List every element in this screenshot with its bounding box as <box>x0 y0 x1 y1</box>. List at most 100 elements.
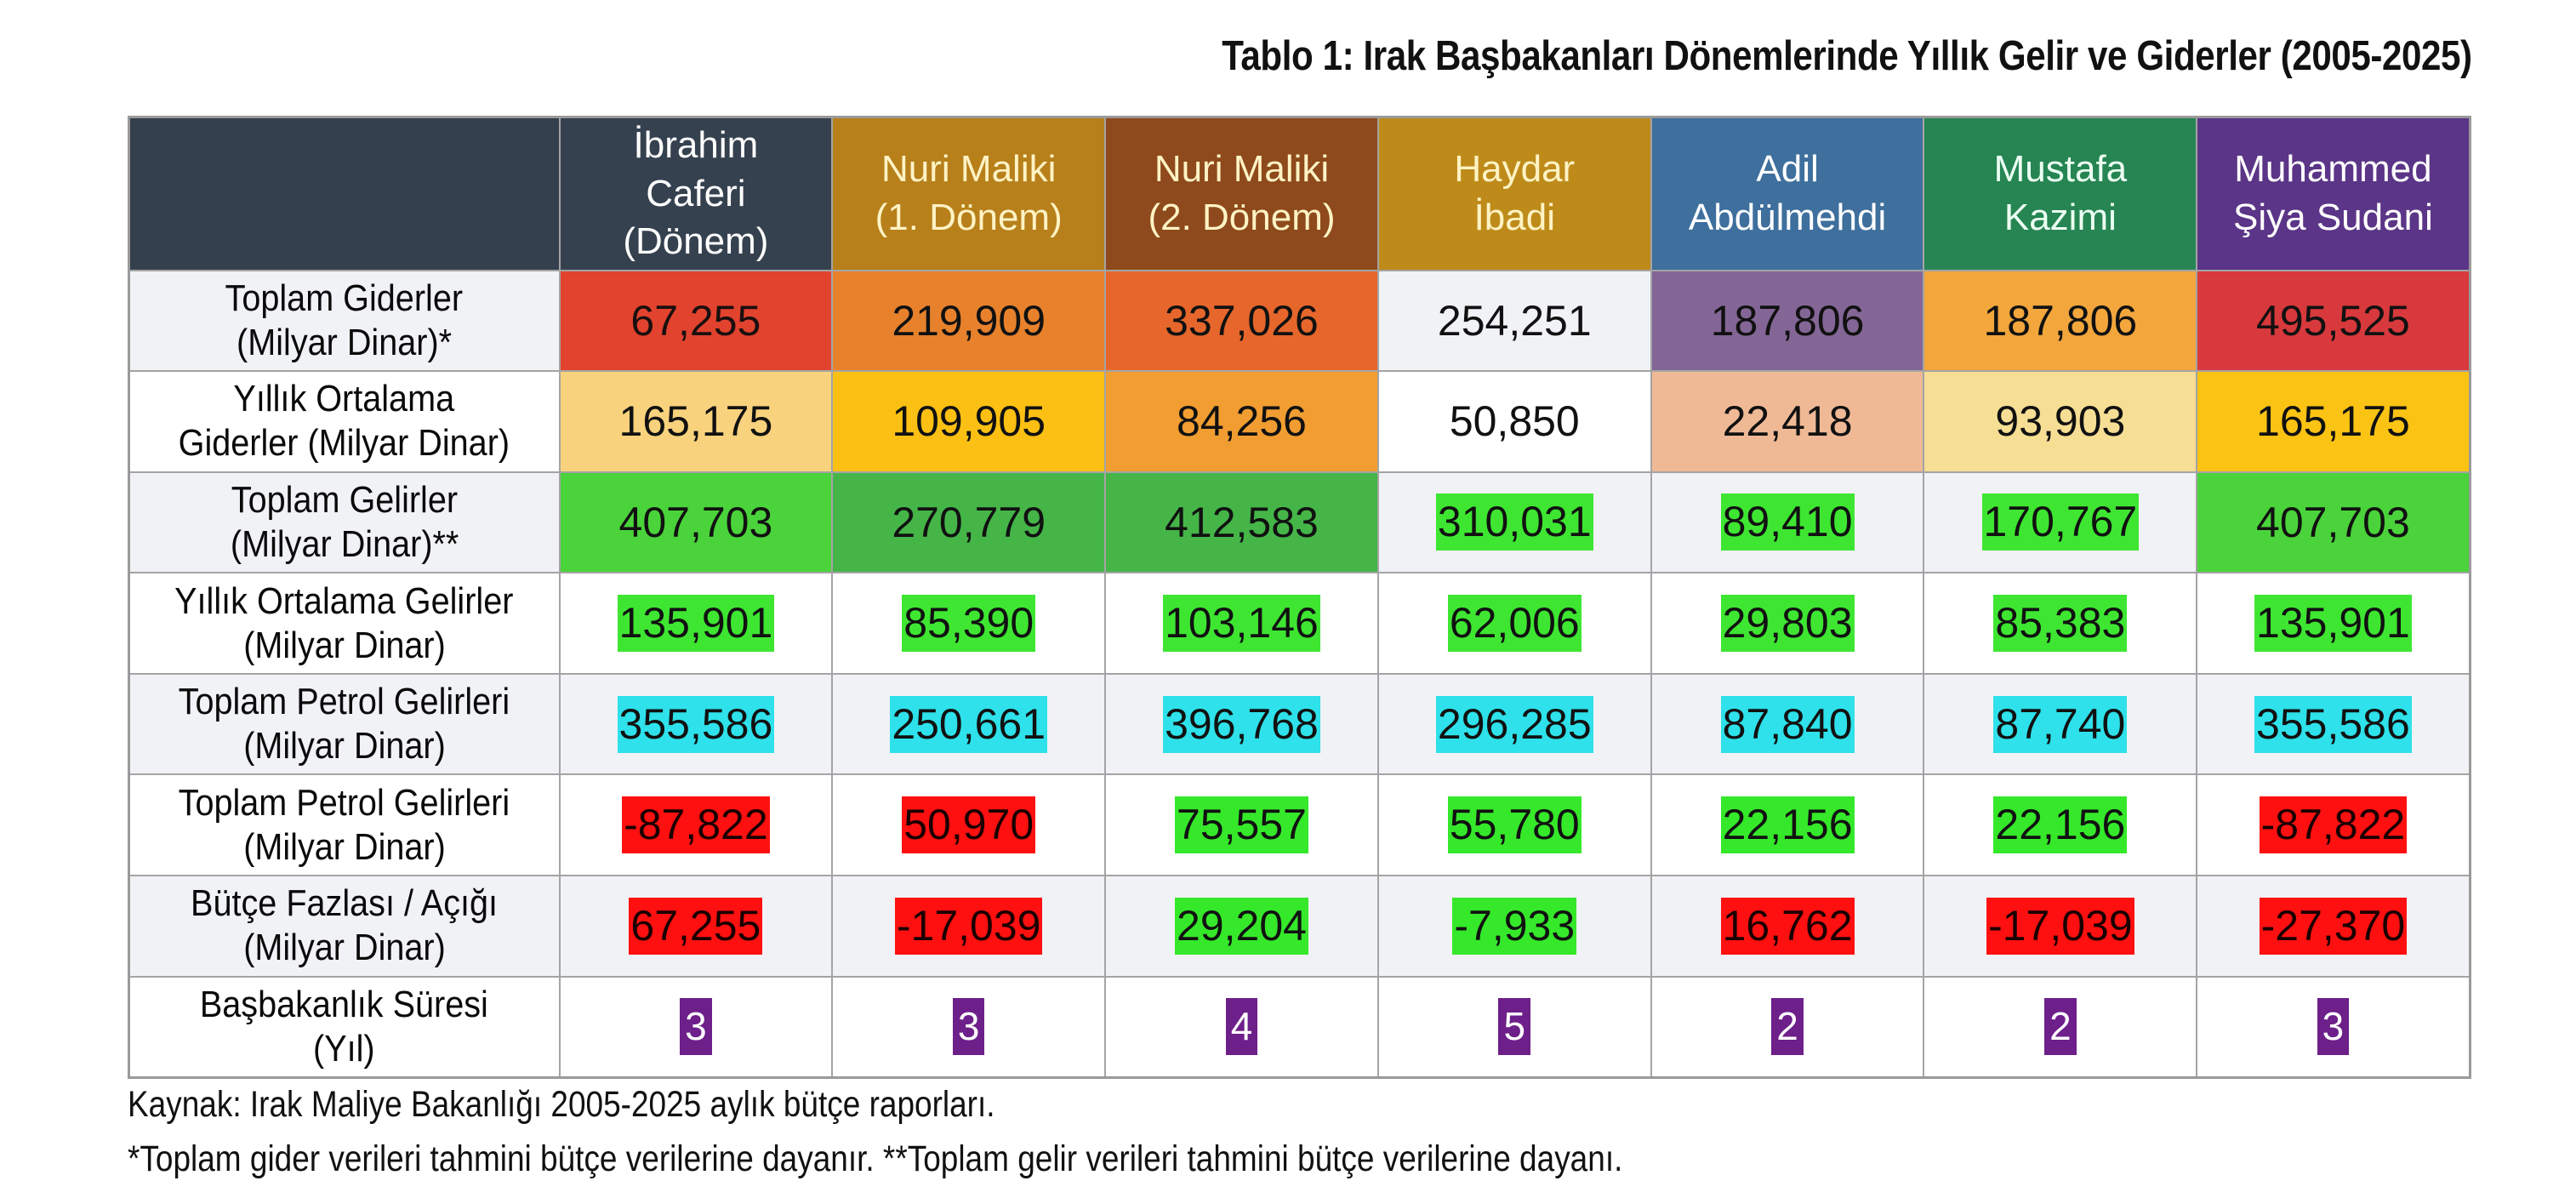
column-header-line: Mustafa <box>1993 148 2128 191</box>
cell-value: 62,006 <box>1447 595 1582 653</box>
table-cell: 85,390 <box>831 572 1107 675</box>
table-cell: 407,703 <box>2196 471 2471 574</box>
row-label-line: Toplam Gelirler <box>231 479 458 522</box>
cell-value: -17,039 <box>894 897 1043 955</box>
table-cell: 135,901 <box>2196 572 2471 675</box>
cell-value: 407,703 <box>618 498 773 546</box>
cell-value: 396,768 <box>1163 695 1320 753</box>
column-header: Nuri Maliki (1. Dönem) <box>831 116 1107 271</box>
row-label-line: Toplam Giderler <box>225 277 464 319</box>
table-cell: 93,903 <box>1923 370 2198 473</box>
table-row: Bütçe Fazlası / Açığı (Milyar Dinar) 67,25… <box>128 875 2471 978</box>
table-cell: 170,767 <box>1923 471 2198 574</box>
table-cell: 337,026 <box>1104 269 1379 373</box>
column-header: Adil Abdülmehdi <box>1650 116 1925 271</box>
column-header-line: Kazimi <box>2003 196 2117 238</box>
row-label-line: Toplam Petrol Gelirleri <box>178 781 510 824</box>
column-header-line: Caferi <box>646 172 746 214</box>
cell-value: 495,525 <box>2256 296 2410 345</box>
column-header-line: Abdülmehdi <box>1688 196 1887 238</box>
table-row: Başbakanlık Süresi (Yıl) 3 3 4 5 2 2 3 <box>128 975 2471 1079</box>
cell-value: 135,901 <box>617 595 775 653</box>
cell-value: 310,031 <box>1435 493 1593 551</box>
column-header-line: Haydar <box>1454 148 1576 191</box>
row-label: Bütçe Fazlası / Açığı (Milyar Dinar) <box>128 875 561 978</box>
cell-value: -87,822 <box>622 796 770 854</box>
cell-value: 135,901 <box>2254 595 2412 653</box>
table-cell: 296,285 <box>1376 672 1652 776</box>
cell-value: 16,762 <box>1720 897 1855 955</box>
cell-value: 3 <box>680 998 712 1055</box>
source-note: Kaynak: Irak Maliye Bakanlığı 2005-2025 … <box>128 1084 995 1125</box>
header-corner <box>128 116 561 271</box>
cell-value: 270,779 <box>892 498 1046 546</box>
table-cell: 2 <box>1923 975 2198 1079</box>
table-cell: 67,255 <box>558 269 834 373</box>
cell-value: 2 <box>2044 998 2077 1055</box>
table-cell: 85,383 <box>1923 572 2198 675</box>
row-label-line: (Yıl) <box>313 1027 376 1070</box>
cell-value: 355,586 <box>2254 695 2412 753</box>
table-cell: 75,557 <box>1104 773 1379 877</box>
cell-value: 407,703 <box>2256 498 2410 546</box>
cell-value: 187,806 <box>1710 296 1865 345</box>
cell-value: 337,026 <box>1165 296 1319 345</box>
table-cell: 50,850 <box>1376 370 1652 473</box>
cell-value: -87,822 <box>2259 796 2408 854</box>
table-cell: -87,822 <box>558 773 834 877</box>
table-cell: -87,822 <box>2196 773 2471 877</box>
table-cell: 355,586 <box>2196 672 2471 776</box>
table-cell: 3 <box>558 975 834 1079</box>
cell-value: 187,806 <box>1983 296 2138 345</box>
cell-value: 170,767 <box>1981 493 2140 551</box>
table-cell: 165,175 <box>558 370 834 473</box>
row-label-line: (Milyar Dinar)* <box>237 321 453 363</box>
cell-value: 5 <box>1498 998 1531 1055</box>
table-cell: 187,806 <box>1923 269 2198 373</box>
column-header-line: İbadi <box>1473 196 1555 238</box>
cell-value: 254,251 <box>1437 296 1592 345</box>
row-label-line: Giderler (Milyar Dinar) <box>179 422 510 465</box>
cell-value: 87,740 <box>1993 695 2128 753</box>
row-label: Başbakanlık Süresi (Yıl) <box>128 975 561 1079</box>
table-cell: 103,146 <box>1104 572 1379 675</box>
row-label-line: (Milyar Dinar) <box>242 725 446 767</box>
cell-value: 67,255 <box>630 296 761 345</box>
cell-value: 29,803 <box>1720 595 1855 653</box>
row-label-line: (Milyar Dinar) <box>242 825 446 868</box>
table-cell: 250,661 <box>831 672 1107 776</box>
table-cell: 412,583 <box>1104 471 1379 574</box>
row-label-line: (Milyar Dinar)** <box>230 522 459 565</box>
table-cell: 87,740 <box>1923 672 2198 776</box>
column-header-line: (2. Dönem) <box>1148 196 1336 238</box>
table-cell: 135,901 <box>558 572 834 675</box>
table-cell: 187,806 <box>1650 269 1925 373</box>
table-row: Toplam Giderler (Milyar Dinar)* 67,255 219,… <box>128 269 2471 373</box>
table-cell: 2 <box>1650 975 1925 1079</box>
cell-value: 29,204 <box>1175 897 1308 955</box>
table-cell: 50,970 <box>831 773 1107 877</box>
table-cell: 87,840 <box>1650 672 1925 776</box>
cell-value: 4 <box>1225 998 1258 1055</box>
cell-value: 50,970 <box>902 796 1036 854</box>
row-label: Toplam Petrol Gelirleri (Milyar Dinar) <box>128 672 561 776</box>
table-cell: 310,031 <box>1376 471 1652 574</box>
table-cell: 62,006 <box>1376 572 1652 675</box>
table-cell: 3 <box>831 975 1107 1079</box>
column-header: Mustafa Kazimi <box>1923 116 2198 271</box>
table-cell: 3 <box>2196 975 2471 1079</box>
table-row: Toplam Petrol Gelirleri (Milyar Dinar) 355… <box>128 672 2471 776</box>
cell-value: 250,661 <box>890 695 1048 753</box>
cell-value: 22,156 <box>1993 796 2128 854</box>
cell-value: 50,850 <box>1449 397 1580 446</box>
column-header-line: Muhammed <box>2234 148 2432 191</box>
column-header-line: (1. Dönem) <box>875 196 1063 238</box>
table-cell: 55,780 <box>1376 773 1652 877</box>
cell-value: 165,175 <box>2256 397 2410 446</box>
column-header-line: Şiya Sudani <box>2233 196 2433 238</box>
row-label: Toplam Gelirler (Milyar Dinar)** <box>128 471 561 574</box>
column-header: Muhammed Şiya Sudani <box>2196 116 2471 271</box>
table-cell: 89,410 <box>1650 471 1925 574</box>
footnotes: Kaynak: Irak Maliye Bakanlığı 2005-2025 … <box>128 1077 1622 1186</box>
table-row: Yıllık Ortalama Giderler (Milyar Dinar) 16… <box>128 370 2471 473</box>
